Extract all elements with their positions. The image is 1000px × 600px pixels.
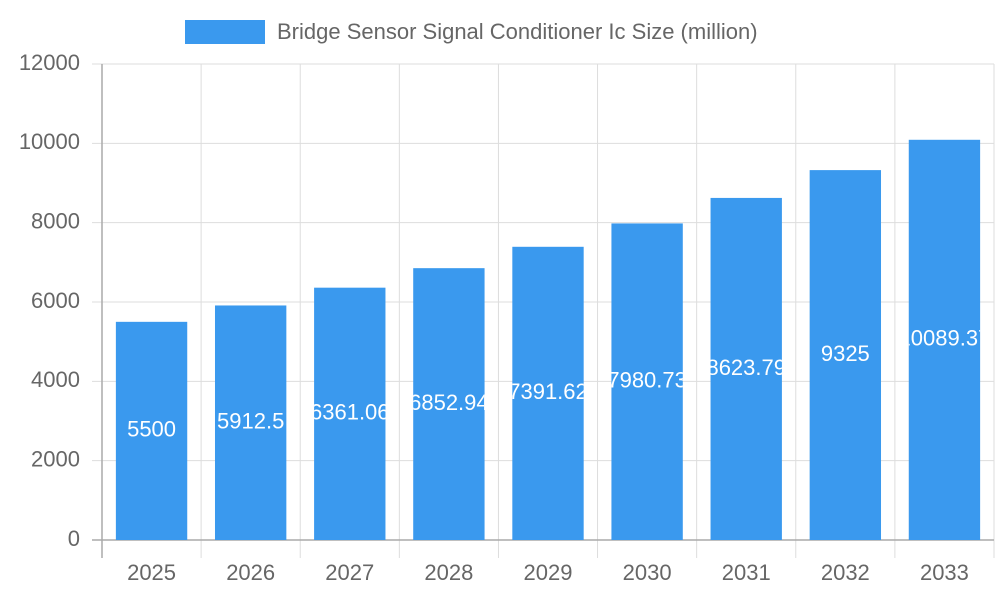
data-label: 8623.79 xyxy=(706,355,786,380)
x-tick-label: 2033 xyxy=(920,560,969,585)
y-tick-label: 0 xyxy=(68,526,80,551)
bar xyxy=(214,305,287,540)
data-label: 9325 xyxy=(821,341,870,366)
data-label: 10089.37 xyxy=(899,326,991,351)
bar xyxy=(809,170,882,540)
data-label: 7391.62 xyxy=(508,379,588,404)
y-tick-label: 10000 xyxy=(19,129,80,154)
y-tick-label: 12000 xyxy=(19,50,80,75)
data-label: 6852.94 xyxy=(409,390,489,415)
y-tick-label: 6000 xyxy=(31,288,80,313)
y-tick-label: 2000 xyxy=(31,446,80,471)
x-tick-label: 2027 xyxy=(325,560,374,585)
legend-label: Bridge Sensor Signal Conditioner Ic Size… xyxy=(277,19,758,44)
legend-swatch xyxy=(185,20,265,44)
x-tick-label: 2028 xyxy=(424,560,473,585)
bar xyxy=(710,197,782,540)
y-tick-label: 8000 xyxy=(31,208,80,233)
bar xyxy=(115,321,188,540)
bar xyxy=(314,287,386,540)
x-tick-label: 2026 xyxy=(226,560,275,585)
y-tick-label: 4000 xyxy=(31,367,80,392)
bar xyxy=(908,139,981,540)
bar xyxy=(611,223,683,541)
data-label: 6361.06 xyxy=(310,400,390,425)
bar xyxy=(512,246,584,540)
data-label: 5500 xyxy=(127,417,176,442)
x-tick-label: 2030 xyxy=(623,560,672,585)
x-tick-label: 2032 xyxy=(821,560,870,585)
data-label: 7980.73 xyxy=(607,368,687,393)
bar xyxy=(413,268,485,540)
x-tick-label: 2029 xyxy=(524,560,573,585)
x-tick-label: 2025 xyxy=(127,560,176,585)
x-tick-label: 2031 xyxy=(722,560,771,585)
data-label: 5912.5 xyxy=(217,409,284,434)
